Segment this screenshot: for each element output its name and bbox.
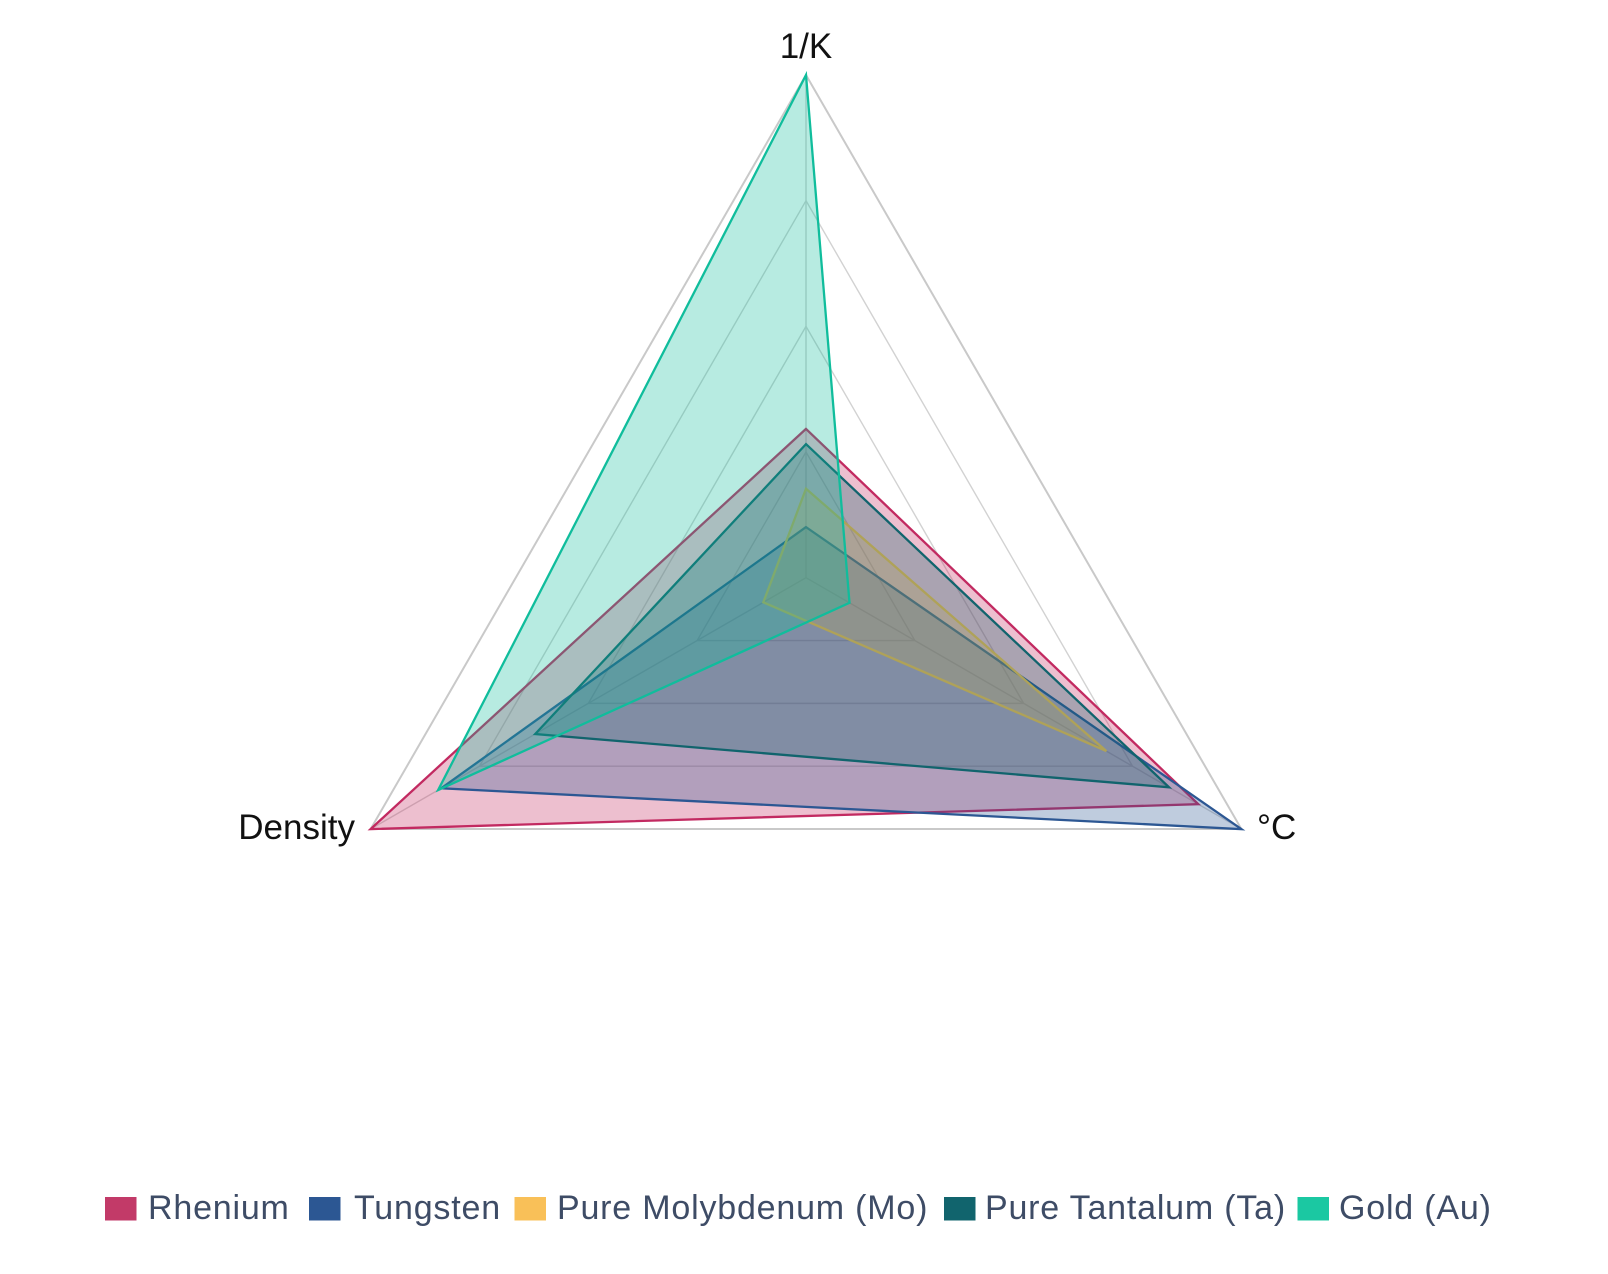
svg-text:Density: Density [238,808,355,847]
svg-text:Rhenium: Rhenium [148,1189,290,1227]
svg-text:Gold (Au): Gold (Au) [1339,1189,1492,1227]
svg-text:1/K: 1/K [780,27,833,66]
svg-text:Pure Tantalum (Ta): Pure Tantalum (Ta) [985,1189,1286,1227]
svg-text:°C: °C [1257,808,1296,847]
svg-text:Pure Molybdenum (Mo): Pure Molybdenum (Mo) [557,1189,928,1227]
svg-text:Tungsten: Tungsten [354,1189,501,1227]
